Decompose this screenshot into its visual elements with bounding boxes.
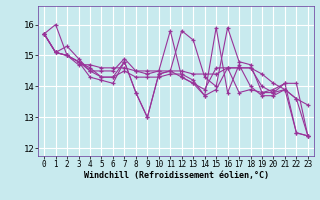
X-axis label: Windchill (Refroidissement éolien,°C): Windchill (Refroidissement éolien,°C) <box>84 171 268 180</box>
